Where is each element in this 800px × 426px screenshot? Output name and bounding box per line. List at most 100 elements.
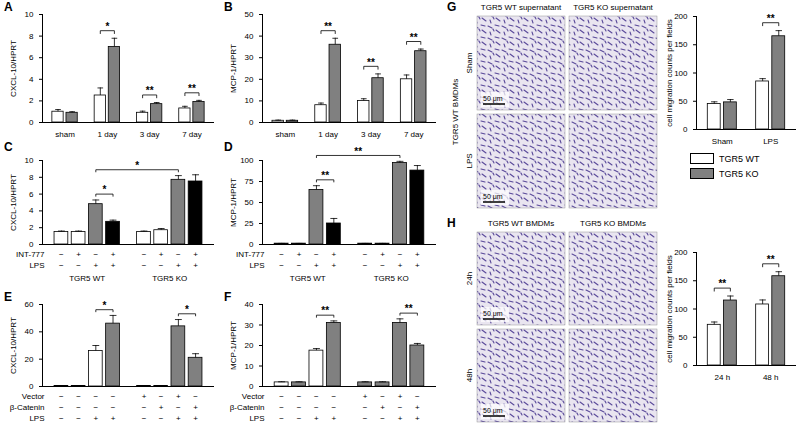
svg-text:−: − bbox=[142, 403, 147, 412]
svg-text:+: + bbox=[193, 414, 198, 423]
svg-text:−: − bbox=[279, 261, 284, 270]
svg-text:−: − bbox=[176, 403, 181, 412]
svg-text:**: ** bbox=[324, 21, 332, 32]
svg-text:48h: 48h bbox=[465, 369, 474, 382]
svg-text:50: 50 bbox=[679, 333, 688, 342]
svg-text:−: − bbox=[159, 392, 164, 401]
svg-text:TGR5 KO BMDMs: TGR5 KO BMDMs bbox=[580, 219, 646, 228]
svg-text:+: + bbox=[415, 403, 420, 412]
svg-text:50 μm: 50 μm bbox=[483, 310, 503, 318]
svg-text:40: 40 bbox=[245, 32, 254, 41]
svg-text:+: + bbox=[398, 414, 403, 423]
svg-text:*: * bbox=[105, 21, 109, 32]
svg-text:0: 0 bbox=[29, 118, 34, 127]
svg-text:100: 100 bbox=[240, 156, 254, 165]
svg-text:+: + bbox=[332, 414, 337, 423]
svg-text:50: 50 bbox=[679, 97, 688, 106]
svg-text:6: 6 bbox=[29, 53, 34, 62]
svg-text:CXCL-10/HPRT: CXCL-10/HPRT bbox=[9, 317, 18, 374]
svg-text:6: 6 bbox=[29, 190, 34, 199]
svg-text:−: − bbox=[93, 250, 98, 259]
svg-text:LPS: LPS bbox=[465, 153, 474, 168]
svg-text:0: 0 bbox=[249, 118, 254, 127]
svg-text:+: + bbox=[159, 403, 164, 412]
svg-text:TGR5 KO: TGR5 KO bbox=[152, 274, 187, 283]
svg-text:+: + bbox=[111, 261, 116, 270]
svg-text:24 h: 24 h bbox=[715, 373, 731, 382]
svg-text:7 day: 7 day bbox=[182, 130, 202, 139]
svg-text:MCP-1/HPRT: MCP-1/HPRT bbox=[229, 321, 238, 370]
svg-text:TGR5 WT: TGR5 WT bbox=[69, 274, 105, 283]
svg-text:2: 2 bbox=[29, 223, 34, 232]
svg-text:sham: sham bbox=[55, 130, 75, 139]
svg-text:+: + bbox=[176, 392, 181, 401]
svg-text:−: − bbox=[193, 392, 198, 401]
svg-text:10: 10 bbox=[245, 96, 254, 105]
svg-text:−: − bbox=[314, 403, 319, 412]
svg-text:−: − bbox=[279, 392, 284, 401]
svg-text:−: − bbox=[76, 403, 81, 412]
svg-text:**: ** bbox=[405, 303, 413, 314]
svg-text:+: + bbox=[111, 414, 116, 423]
svg-text:25: 25 bbox=[245, 219, 254, 228]
svg-text:50 μm: 50 μm bbox=[483, 95, 503, 103]
svg-text:*: * bbox=[102, 300, 106, 311]
svg-text:+: + bbox=[314, 261, 319, 270]
svg-text:−: − bbox=[142, 261, 147, 270]
svg-text:**: ** bbox=[767, 13, 775, 24]
svg-text:40: 40 bbox=[25, 327, 34, 336]
svg-text:40: 40 bbox=[245, 300, 254, 309]
svg-text:cell migration counts per fiel: cell migration counts per fields bbox=[665, 255, 674, 363]
svg-text:−: − bbox=[59, 392, 64, 401]
svg-text:TGR5 WT BMDMs: TGR5 WT BMDMs bbox=[488, 219, 555, 228]
svg-text:0: 0 bbox=[249, 382, 254, 391]
svg-text:LPS: LPS bbox=[29, 414, 44, 423]
svg-text:200: 200 bbox=[674, 248, 688, 257]
svg-text:+: + bbox=[142, 392, 147, 401]
svg-text:+: + bbox=[314, 414, 319, 423]
svg-text:INT-777: INT-777 bbox=[236, 250, 265, 259]
svg-text:200: 200 bbox=[674, 12, 688, 21]
svg-text:−: − bbox=[159, 414, 164, 423]
svg-text:LPS: LPS bbox=[763, 137, 778, 146]
svg-text:+: + bbox=[193, 261, 198, 270]
svg-text:−: − bbox=[363, 414, 368, 423]
svg-text:MCP-1/HPRT: MCP-1/HPRT bbox=[229, 178, 238, 227]
svg-text:48 h: 48 h bbox=[763, 373, 779, 382]
svg-text:+: + bbox=[111, 250, 116, 259]
svg-text:4: 4 bbox=[29, 75, 34, 84]
svg-text:10: 10 bbox=[245, 362, 254, 371]
svg-text:100: 100 bbox=[674, 69, 688, 78]
svg-text:Vector: Vector bbox=[22, 392, 45, 401]
svg-text:−: − bbox=[398, 250, 403, 259]
svg-text:+: + bbox=[380, 403, 385, 412]
svg-text:10: 10 bbox=[25, 10, 34, 19]
svg-text:−: − bbox=[76, 414, 81, 423]
svg-text:+: + bbox=[176, 261, 181, 270]
svg-text:−: − bbox=[142, 414, 147, 423]
svg-text:TGR5 WT BMDMs: TGR5 WT BMDMs bbox=[451, 79, 460, 146]
svg-text:cell migration counts per fiel: cell migration counts per fields bbox=[665, 19, 674, 127]
svg-text:0: 0 bbox=[683, 125, 688, 134]
svg-text:0: 0 bbox=[249, 240, 254, 249]
svg-text:+: + bbox=[76, 250, 81, 259]
svg-text:TGR5 WT: TGR5 WT bbox=[290, 274, 326, 283]
svg-text:sham: sham bbox=[276, 130, 296, 139]
svg-text:−: − bbox=[380, 392, 385, 401]
svg-text:1 day: 1 day bbox=[318, 130, 338, 139]
svg-text:20: 20 bbox=[245, 341, 254, 350]
svg-text:0: 0 bbox=[29, 382, 34, 391]
svg-text:−: − bbox=[332, 403, 337, 412]
svg-text:*: * bbox=[135, 160, 139, 171]
svg-text:**: ** bbox=[718, 278, 726, 289]
svg-text:50 μm: 50 μm bbox=[483, 193, 503, 201]
svg-text:+: + bbox=[297, 250, 302, 259]
svg-text:7 day: 7 day bbox=[404, 130, 424, 139]
svg-text:MCP-1/HPRT: MCP-1/HPRT bbox=[229, 44, 238, 93]
svg-text:−: − bbox=[363, 250, 368, 259]
svg-text:3 day: 3 day bbox=[361, 130, 381, 139]
svg-text:−: − bbox=[111, 392, 116, 401]
svg-text:**: ** bbox=[146, 85, 154, 96]
svg-text:−: − bbox=[59, 261, 64, 270]
svg-text:0: 0 bbox=[29, 240, 34, 249]
